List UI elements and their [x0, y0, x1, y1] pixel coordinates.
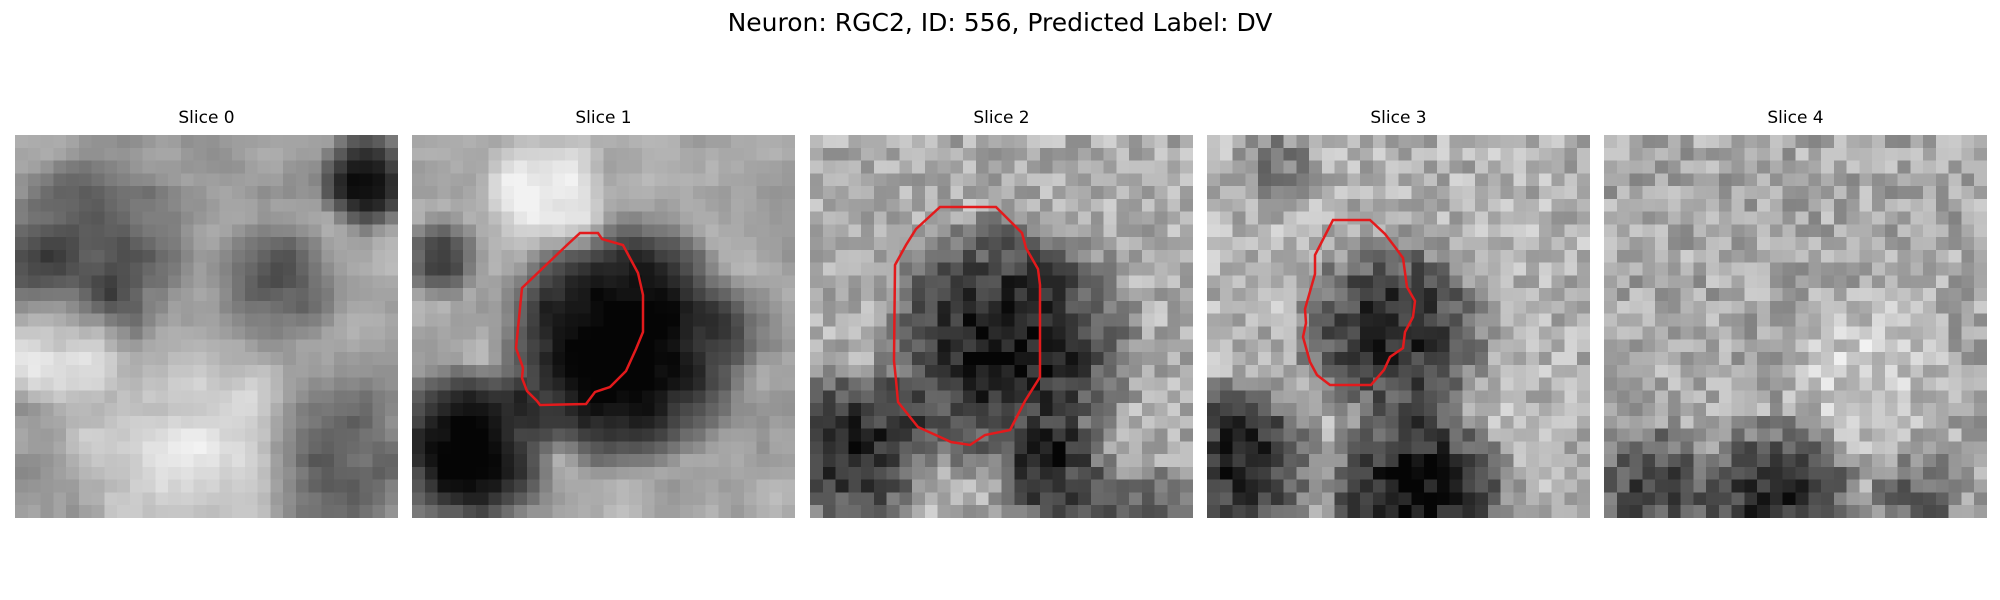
- slice-image-1: [412, 135, 795, 518]
- slice-panel-1: Slice 1: [412, 108, 795, 518]
- slice-image-2: [810, 135, 1193, 518]
- cell-contour-2: [892, 205, 1042, 447]
- slice-image-canvas-1: [412, 135, 795, 518]
- slice-image-0: [15, 135, 398, 518]
- contour-overlay-1: [514, 231, 645, 407]
- slice-panel-3: Slice 3: [1207, 108, 1590, 518]
- slice-title-1: Slice 1: [575, 108, 632, 128]
- contour-overlay-2: [892, 205, 1042, 447]
- slice-panel-4: Slice 4: [1604, 108, 1987, 518]
- slice-image-3: [1207, 135, 1590, 518]
- contour-overlay-3: [1301, 218, 1417, 387]
- slice-image-canvas-3: [1207, 135, 1590, 518]
- slice-panel-0: Slice 0: [15, 108, 398, 518]
- cell-contour-1: [514, 231, 645, 407]
- slice-title-4: Slice 4: [1767, 108, 1824, 128]
- figure-title: Neuron: RGC2, ID: 556, Predicted Label: …: [727, 8, 1273, 37]
- cell-contour-3: [1301, 218, 1417, 387]
- slice-image-canvas-0: [15, 135, 398, 518]
- slice-title-3: Slice 3: [1370, 108, 1427, 128]
- slice-title-2: Slice 2: [973, 108, 1030, 128]
- slice-image-canvas-2: [810, 135, 1193, 518]
- slice-title-0: Slice 0: [178, 108, 235, 128]
- slice-image-4: [1604, 135, 1987, 518]
- slice-image-canvas-4: [1604, 135, 1987, 518]
- slice-panel-2: Slice 2: [810, 108, 1193, 518]
